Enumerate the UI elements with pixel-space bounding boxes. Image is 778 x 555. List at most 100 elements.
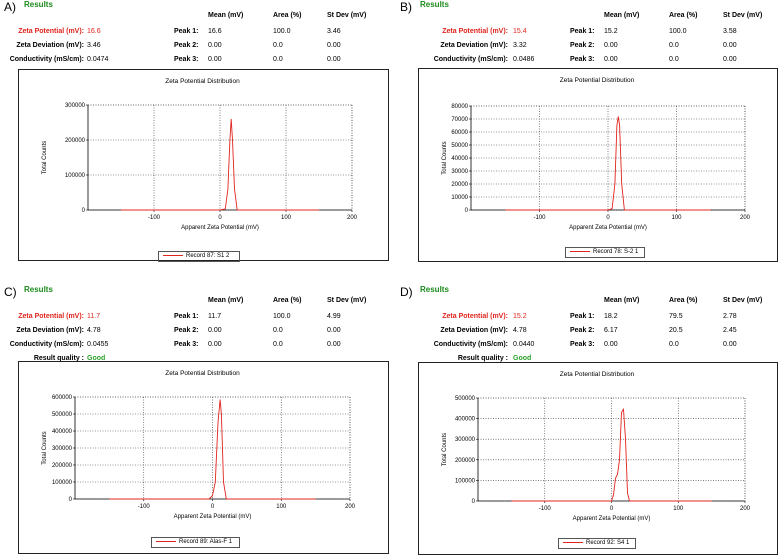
peak-stdev: 2.78 bbox=[723, 313, 737, 320]
peak-label: Peak 1: bbox=[174, 313, 199, 320]
peak-area: 0.0 bbox=[669, 341, 679, 348]
peak-area: 0.0 bbox=[273, 341, 283, 348]
peak-stdev: 0.00 bbox=[723, 42, 737, 49]
peak-label: Peak 1: bbox=[570, 28, 595, 35]
peak-stdev: 3.58 bbox=[723, 28, 737, 35]
result-quality-label: Result quality : bbox=[33, 355, 84, 362]
zeta-potential-value: 15.4 bbox=[513, 28, 527, 35]
zeta-potential-label: Zeta Potential (mV): bbox=[442, 28, 508, 35]
peak-stdev: 0.00 bbox=[723, 341, 737, 348]
mean-header: Mean (mV) bbox=[208, 12, 244, 19]
stdev-header: St Dev (mV) bbox=[723, 12, 763, 19]
results-title: Results bbox=[420, 0, 449, 9]
chart-frame bbox=[18, 361, 389, 554]
peak-label: Peak 2: bbox=[570, 327, 595, 334]
mean-header: Mean (mV) bbox=[208, 297, 244, 304]
peak-label: Peak 2: bbox=[174, 42, 199, 49]
zeta-potential-label: Zeta Potential (mV): bbox=[442, 313, 508, 320]
zeta-deviation-label: Zeta Deviation (mV): bbox=[16, 327, 84, 334]
peak-label: Peak 2: bbox=[174, 327, 199, 334]
chart-frame bbox=[418, 362, 778, 555]
area-header: Area (%) bbox=[273, 297, 302, 304]
peak-mean: 6.17 bbox=[604, 327, 618, 334]
panel-letter: A) bbox=[4, 0, 16, 14]
peak-stdev: 0.00 bbox=[327, 341, 341, 348]
peak-stdev: 0.00 bbox=[327, 42, 341, 49]
peak-label: Peak 3: bbox=[174, 341, 199, 348]
peak-mean: 0.00 bbox=[208, 341, 222, 348]
peak-label: Peak 1: bbox=[174, 28, 199, 35]
results-title: Results bbox=[420, 285, 449, 294]
peak-stdev: 0.00 bbox=[723, 56, 737, 63]
peak-label: Peak 2: bbox=[570, 42, 595, 49]
zeta-potential-value: 15.2 bbox=[513, 313, 527, 320]
legend-label: Record 87: S1 2 bbox=[186, 253, 230, 259]
peak-mean: 0.00 bbox=[604, 341, 618, 348]
peak-label: Peak 3: bbox=[174, 56, 199, 63]
conductivity-label: Conductivity (mS/cm): bbox=[9, 56, 84, 63]
chart-frame bbox=[18, 69, 389, 261]
legend-swatch bbox=[163, 254, 183, 256]
peak-stdev: 4.99 bbox=[327, 313, 341, 320]
peak-area: 100.0 bbox=[273, 313, 291, 320]
legend-label: Record 78: S-2 1 bbox=[593, 249, 639, 255]
zeta-potential-label: Zeta Potential (mV): bbox=[18, 28, 84, 35]
zeta-deviation-label: Zeta Deviation (mV): bbox=[16, 42, 84, 49]
conductivity-label: Conductivity (mS/cm): bbox=[433, 56, 508, 63]
zeta-deviation-value: 4.78 bbox=[513, 327, 527, 334]
panel-letter: C) bbox=[4, 285, 17, 299]
panel-letter: D) bbox=[400, 285, 413, 299]
peak-label: Peak 3: bbox=[570, 56, 595, 63]
legend-label: Record 89: Alas-F 1 bbox=[179, 539, 233, 545]
legend-swatch bbox=[563, 541, 583, 543]
peak-area: 79.5 bbox=[669, 313, 683, 320]
stdev-header: St Dev (mV) bbox=[327, 12, 367, 19]
chart-legend: Record 87: S1 2 bbox=[158, 251, 240, 262]
stdev-header: St Dev (mV) bbox=[327, 297, 367, 304]
legend-swatch bbox=[570, 250, 590, 252]
zeta-potential-value: 16.6 bbox=[87, 28, 101, 35]
peak-mean: 18.2 bbox=[604, 313, 618, 320]
conductivity-value: 0.0455 bbox=[87, 341, 109, 348]
results-title: Results bbox=[24, 0, 53, 9]
conductivity-value: 0.0486 bbox=[513, 56, 535, 63]
peak-label: Peak 3: bbox=[570, 341, 595, 348]
zeta-deviation-value: 3.46 bbox=[87, 42, 101, 49]
peak-area: 0.0 bbox=[273, 327, 283, 334]
peak-stdev: 0.00 bbox=[327, 327, 341, 334]
zeta-deviation-value: 3.32 bbox=[513, 42, 527, 49]
peak-area: 0.0 bbox=[669, 42, 679, 49]
mean-header: Mean (mV) bbox=[604, 12, 640, 19]
peak-mean: 0.00 bbox=[604, 42, 618, 49]
chart-frame bbox=[418, 68, 778, 262]
peak-mean: 0.00 bbox=[208, 42, 222, 49]
conductivity-value: 0.0474 bbox=[87, 56, 109, 63]
zeta-potential-label: Zeta Potential (mV): bbox=[18, 313, 84, 320]
results-title: Results bbox=[24, 285, 53, 294]
peak-area: 100.0 bbox=[273, 28, 291, 35]
area-header: Area (%) bbox=[669, 297, 698, 304]
conductivity-value: 0.0440 bbox=[513, 341, 535, 348]
peak-mean: 0.00 bbox=[208, 327, 222, 334]
peak-area: 100.0 bbox=[669, 28, 687, 35]
peak-mean: 0.00 bbox=[208, 56, 222, 63]
peak-area: 20.5 bbox=[669, 327, 683, 334]
zeta-deviation-label: Zeta Deviation (mV): bbox=[440, 327, 508, 334]
mean-header: Mean (mV) bbox=[604, 297, 640, 304]
peak-stdev: 2.45 bbox=[723, 327, 737, 334]
result-quality-value: Good bbox=[87, 355, 106, 362]
conductivity-label: Conductivity (mS/cm): bbox=[433, 341, 508, 348]
chart-legend: Record 89: Alas-F 1 bbox=[151, 537, 240, 548]
zeta-deviation-label: Zeta Deviation (mV): bbox=[440, 42, 508, 49]
legend-swatch bbox=[156, 540, 176, 542]
peak-area: 0.0 bbox=[273, 56, 283, 63]
peak-stdev: 0.00 bbox=[327, 56, 341, 63]
area-header: Area (%) bbox=[669, 12, 698, 19]
peak-mean: 15.2 bbox=[604, 28, 618, 35]
peak-mean: 16.6 bbox=[208, 28, 222, 35]
peak-area: 0.0 bbox=[669, 56, 679, 63]
zeta-deviation-value: 4.78 bbox=[87, 327, 101, 334]
result-quality-label: Result quality : bbox=[457, 355, 508, 362]
area-header: Area (%) bbox=[273, 12, 302, 19]
peak-area: 0.0 bbox=[273, 42, 283, 49]
